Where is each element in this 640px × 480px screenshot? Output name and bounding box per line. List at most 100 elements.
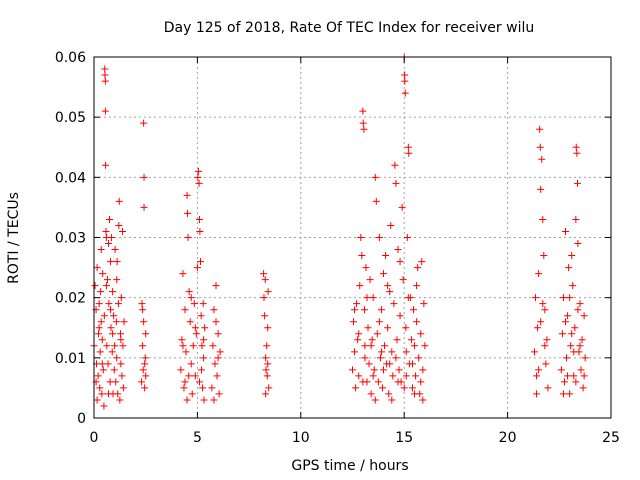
data-point (99, 366, 107, 374)
data-point (181, 378, 189, 386)
data-point (390, 300, 398, 308)
data-point (576, 342, 584, 350)
data-point (142, 330, 150, 338)
plot-frame (93, 56, 612, 419)
data-point (212, 318, 220, 326)
data-point (537, 318, 545, 326)
data-point (367, 390, 375, 398)
data-point (116, 330, 124, 338)
y-axis-label: ROTI / TECUs (6, 192, 22, 284)
data-point (402, 348, 410, 356)
data-point (110, 312, 118, 320)
data-point (177, 366, 185, 374)
data-point (183, 191, 191, 199)
data-point (576, 300, 584, 308)
data-point (262, 354, 270, 362)
data-point (187, 360, 195, 368)
data-point (117, 336, 125, 344)
data-point (119, 384, 127, 392)
data-point (358, 252, 366, 260)
data-point (407, 336, 415, 344)
data-point (535, 366, 543, 374)
data-point (369, 372, 377, 380)
data-point (210, 306, 218, 314)
data-point (414, 264, 422, 272)
data-point (213, 372, 221, 380)
data-point (544, 384, 552, 392)
data-point (191, 372, 199, 380)
x-tick-label: 5 (193, 430, 202, 446)
data-point (107, 258, 115, 266)
data-point (208, 384, 216, 392)
data-point (93, 396, 101, 404)
data-point (141, 354, 149, 362)
data-point (211, 360, 219, 368)
data-point (107, 324, 115, 332)
data-point (361, 342, 369, 350)
data-point (580, 312, 588, 320)
data-point (367, 342, 375, 350)
y-tick-label: 0.01 (55, 351, 86, 367)
data-point (200, 336, 208, 344)
data-point (262, 390, 270, 398)
data-point (214, 354, 222, 362)
data-point (216, 348, 224, 356)
data-point (214, 330, 222, 338)
data-point (113, 258, 121, 266)
chart-title: Day 125 of 2018, Rate Of TEC Index for r… (164, 20, 534, 36)
data-point (537, 185, 545, 193)
data-point (140, 173, 148, 181)
data-point (560, 378, 568, 386)
data-point (139, 306, 147, 314)
data-point (263, 372, 271, 380)
data-point (194, 173, 202, 181)
data-point (384, 324, 392, 332)
data-point (357, 234, 365, 241)
data-point (370, 366, 378, 374)
data-point (538, 155, 546, 163)
data-point (567, 342, 575, 350)
data-point (419, 366, 427, 374)
data-point (142, 372, 150, 380)
x-tick-label: 20 (499, 430, 517, 446)
data-point (114, 390, 122, 398)
data-point (577, 366, 585, 374)
data-point (138, 300, 146, 308)
data-point (187, 294, 195, 302)
data-point (103, 276, 111, 284)
data-point (354, 336, 362, 344)
data-point (182, 348, 190, 356)
data-point (99, 270, 107, 278)
data-point (401, 71, 409, 79)
data-point (115, 221, 123, 229)
data-point (117, 360, 125, 368)
data-point (384, 282, 392, 290)
data-point (138, 378, 146, 386)
data-point (112, 378, 120, 386)
data-point (540, 252, 548, 260)
data-point (374, 378, 382, 386)
data-point (95, 300, 103, 308)
data-point (260, 270, 268, 278)
data-point (210, 396, 218, 404)
data-point (559, 294, 567, 302)
data-point (579, 384, 587, 392)
data-point (534, 324, 542, 332)
data-point (532, 294, 540, 302)
data-point (569, 282, 577, 290)
data-point (140, 119, 148, 127)
y-tick-label: 0.06 (55, 50, 86, 66)
data-point (119, 227, 127, 235)
data-point (378, 384, 386, 392)
data-point (542, 360, 550, 368)
data-point (97, 318, 105, 326)
data-point (117, 294, 125, 302)
data-point (91, 282, 99, 290)
data-point (562, 318, 570, 326)
data-point (402, 372, 410, 380)
data-point (264, 288, 272, 296)
data-point (566, 390, 574, 398)
data-point (353, 300, 361, 308)
data-point (181, 306, 189, 314)
data-point (368, 336, 376, 344)
